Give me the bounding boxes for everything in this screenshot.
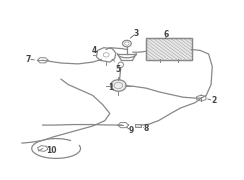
Text: 3: 3	[134, 29, 139, 38]
Text: 5: 5	[116, 65, 121, 74]
Text: 2: 2	[211, 96, 216, 105]
Text: 6: 6	[163, 30, 169, 39]
Text: 8: 8	[144, 124, 149, 133]
FancyBboxPatch shape	[146, 38, 192, 60]
Text: 1: 1	[108, 83, 114, 92]
Circle shape	[111, 80, 126, 91]
Text: 9: 9	[129, 126, 134, 135]
Text: 10: 10	[46, 146, 57, 155]
Text: 4: 4	[91, 46, 97, 55]
Text: 7: 7	[25, 55, 31, 64]
FancyBboxPatch shape	[135, 124, 141, 127]
